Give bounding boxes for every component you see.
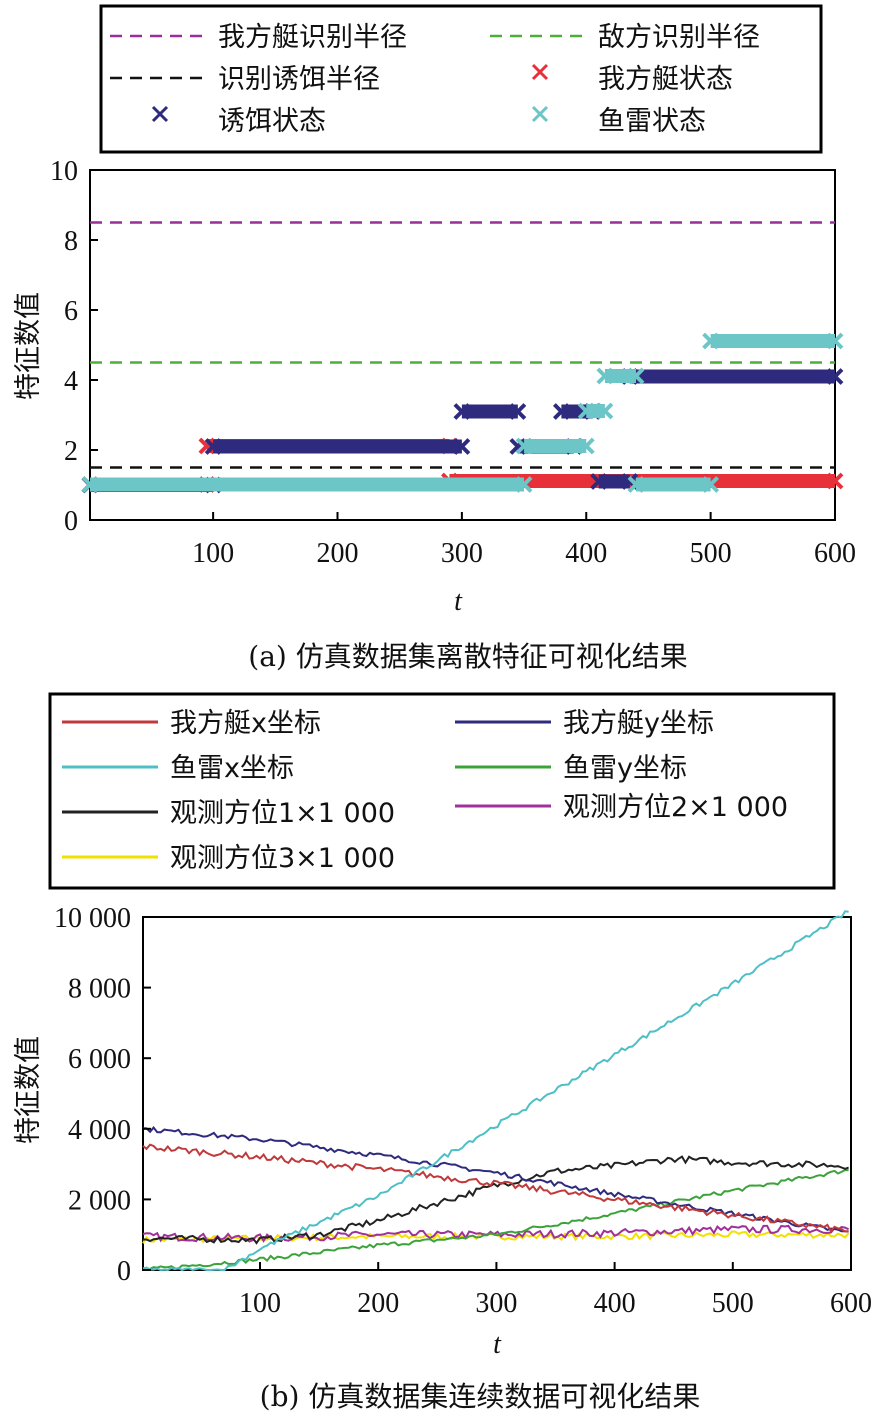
legend-b-label-0: 我方艇x坐标 <box>170 708 321 739</box>
y-tick-label: 6 <box>64 296 78 327</box>
legend-a-marker-4 <box>151 105 169 123</box>
state-bar-2-0 <box>90 477 525 492</box>
legend-a-label-3: 我方艇状态 <box>598 64 733 95</box>
legend-a-label-0: 我方艇识别半径 <box>218 22 407 53</box>
x-axis-label-b: t <box>493 1329 502 1360</box>
state-marker-1-1-1 <box>453 438 471 455</box>
y-tick-label: 0 <box>64 506 78 537</box>
state-bar-2-5 <box>710 334 835 348</box>
y-tick-label: 10 <box>50 156 78 187</box>
line-series-0 <box>142 1143 849 1233</box>
x-tick-label: 500 <box>712 1288 754 1319</box>
y-tick-label: 8 <box>64 226 78 257</box>
state-marker-2-2-1 <box>596 402 614 420</box>
state-marker-2-1-1 <box>577 437 595 455</box>
x-tick-label: 200 <box>357 1288 399 1319</box>
y-axis-label-a: 特征数值 <box>13 292 44 400</box>
y-tick-label: 0 <box>117 1256 131 1287</box>
legend-b-label-6: 观测方位3×1 000 <box>170 843 395 874</box>
y-tick-label: 8 000 <box>68 974 131 1005</box>
state-marker-2-3-1 <box>627 367 645 385</box>
line-series-3 <box>142 1168 849 1272</box>
state-marker-2-1-0 <box>515 437 533 455</box>
state-marker-1-4-0 <box>552 403 570 420</box>
plot-a <box>81 169 844 521</box>
plot-b <box>142 910 852 1272</box>
state-bar-2-3 <box>604 369 637 383</box>
plot-b-ticks: 100 200 300 400 500 600 0 2 000 4 000 6 000 8 000 1… <box>54 903 872 1319</box>
plot-a-marks <box>81 221 844 494</box>
x-tick-label: 100 <box>239 1288 281 1319</box>
y-tick-label: 2 <box>64 436 78 467</box>
line-series-4 <box>142 1155 849 1245</box>
x-tick-label: 600 <box>830 1288 872 1319</box>
legend-b-label-5: 观测方位2×1 000 <box>563 792 788 823</box>
legend-a-label-5: 鱼雷状态 <box>598 106 706 137</box>
state-bar-1-6 <box>629 369 835 384</box>
y-axis-label-b: 特征数值 <box>13 1036 44 1144</box>
legend-a-label-1: 敌方识别半径 <box>598 22 760 53</box>
y-tick-label: 2 000 <box>68 1185 131 1216</box>
line-series-5 <box>142 1224 850 1243</box>
legend-a-label-4: 诱饵状态 <box>218 106 326 137</box>
state-marker-1-5-0 <box>590 473 608 490</box>
caption-b: (b) 仿真数据集连续数据可视化结果 <box>260 1380 701 1413</box>
state-bar-2-4 <box>636 477 711 492</box>
legend-b-frame <box>48 692 836 890</box>
y-tick-label: 4 <box>64 366 78 397</box>
state-bar-1-1 <box>213 439 462 454</box>
state-marker-2-4-0 <box>627 476 645 493</box>
x-axis-label-a: t <box>454 586 463 617</box>
line-series-1 <box>142 1126 849 1233</box>
state-bar-1-2 <box>461 404 518 419</box>
legend-b-label-2: 鱼雷x坐标 <box>170 753 294 784</box>
state-marker-1-1-0 <box>204 438 222 455</box>
state-marker-2-5-0 <box>702 332 720 350</box>
legend-a-marker-3 <box>531 63 549 81</box>
state-marker-1-2-0 <box>453 403 471 420</box>
state-marker-2-0-0 <box>81 476 99 493</box>
y-tick-label: 4 000 <box>68 1115 131 1146</box>
plot-b-marks <box>142 910 850 1272</box>
state-marker-2-3-0 <box>596 367 614 385</box>
y-tick-label: 10 000 <box>54 903 131 934</box>
state-marker-2-2-0 <box>577 402 595 420</box>
x-tick-label: 500 <box>690 538 732 569</box>
line-series-2 <box>142 910 849 1272</box>
legend-b-label-3: 鱼雷y坐标 <box>563 753 687 784</box>
legend-a-marker-5 <box>531 105 549 123</box>
legend-a-label-2: 识别诱饵半径 <box>218 64 380 95</box>
legend-a-frame <box>99 4 823 154</box>
state-marker-0-2-1 <box>826 472 844 490</box>
state-marker-1-2-1 <box>509 403 527 420</box>
legend-b-label-4: 观测方位1×1 000 <box>170 798 395 829</box>
legend-b-label-1: 我方艇y坐标 <box>563 708 714 739</box>
state-bar-1-5 <box>598 474 630 489</box>
y-tick-label: 6 000 <box>68 1044 131 1075</box>
x-tick-label: 300 <box>475 1288 517 1319</box>
state-marker-2-4-1 <box>702 476 720 493</box>
x-tick-label: 100 <box>192 538 234 569</box>
x-tick-label: 300 <box>441 538 483 569</box>
state-bar-2-1 <box>524 439 587 453</box>
state-marker-2-5-1 <box>826 332 844 350</box>
x-tick-label: 600 <box>814 538 856 569</box>
x-tick-label: 200 <box>317 538 359 569</box>
state-marker-1-6-1 <box>826 368 844 385</box>
state-marker-2-0-1 <box>515 476 533 493</box>
x-tick-label: 400 <box>565 538 607 569</box>
plot-a-ticks: 100 200 300 400 500 600 0 2 4 6 8 10 <box>50 156 856 569</box>
x-tick-label: 400 <box>594 1288 636 1319</box>
caption-a: (a) 仿真数据集离散特征可视化结果 <box>248 640 687 673</box>
